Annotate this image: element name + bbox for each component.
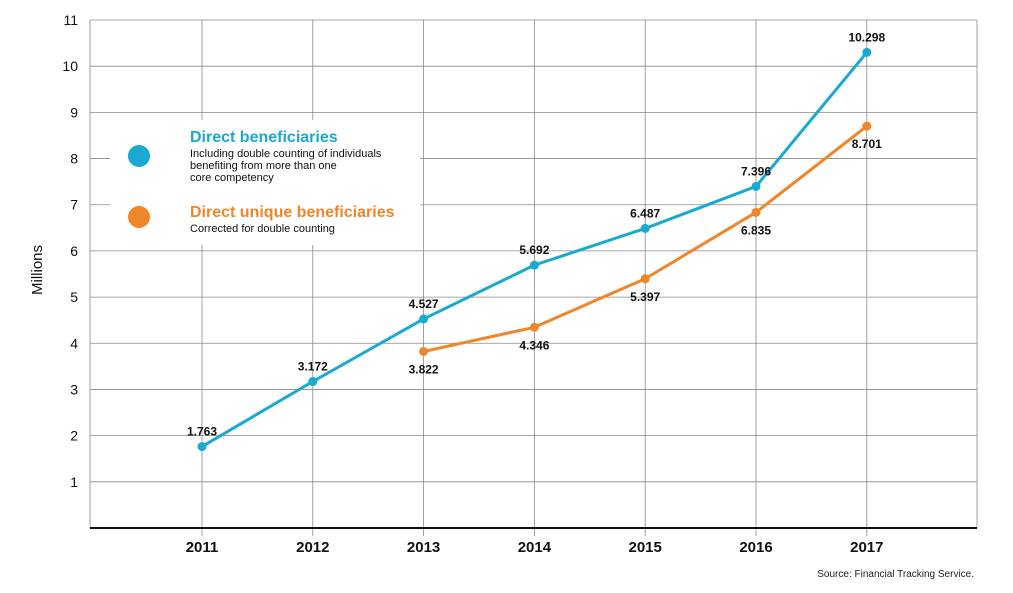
data-label: 5.692 bbox=[519, 243, 549, 257]
data-point bbox=[640, 274, 650, 284]
x-tick-label: 2017 bbox=[850, 539, 883, 556]
data-labels: 1.763 3.172 4.527 5.692 6.487 7.396 10.298 3.82… bbox=[187, 30, 885, 438]
y-tick-label: 7 bbox=[70, 197, 78, 213]
y-tick-label: 9 bbox=[70, 104, 78, 120]
data-label: 4.346 bbox=[519, 338, 549, 352]
data-point bbox=[751, 181, 761, 191]
y-tick-label: 1 bbox=[70, 474, 78, 490]
axes: 1 2 3 4 5 6 7 8 9 10 11 2011 2012 2013 2014 2015 2016 201… bbox=[62, 12, 977, 556]
data-label: 8.701 bbox=[852, 137, 882, 151]
data-label: 6.835 bbox=[741, 223, 771, 237]
data-point bbox=[308, 377, 318, 387]
legend-description: Corrected for double counting bbox=[190, 223, 335, 235]
data-point bbox=[419, 314, 429, 324]
data-point bbox=[529, 322, 539, 332]
data-point bbox=[419, 346, 429, 356]
data-point bbox=[862, 47, 872, 57]
y-tick-label: 11 bbox=[63, 12, 78, 28]
legend-description: core competency bbox=[190, 172, 274, 184]
x-tick-label: 2011 bbox=[186, 539, 219, 556]
source-note: Source: Financial Tracking Service. bbox=[817, 569, 974, 580]
legend-background bbox=[110, 120, 420, 245]
data-point bbox=[197, 442, 207, 452]
data-point bbox=[529, 260, 539, 270]
x-tick-label: 2015 bbox=[629, 539, 662, 556]
data-label: 3.172 bbox=[298, 360, 328, 374]
y-tick-label: 3 bbox=[70, 381, 78, 397]
x-tick-label: 2016 bbox=[739, 539, 772, 556]
y-tick-label: 5 bbox=[70, 289, 78, 305]
data-point bbox=[640, 223, 650, 233]
x-tick-label: 2013 bbox=[407, 539, 440, 556]
data-label: 1.763 bbox=[187, 425, 217, 439]
data-label: 4.527 bbox=[409, 297, 439, 311]
y-tick-label: 2 bbox=[70, 428, 78, 444]
legend: Direct beneficiaries Including double cou… bbox=[110, 120, 420, 245]
data-label: 7.396 bbox=[741, 164, 771, 178]
x-tick-label: 2012 bbox=[296, 539, 329, 556]
y-tick-label: 8 bbox=[70, 151, 78, 167]
legend-marker-1 bbox=[128, 145, 150, 167]
data-label: 3.822 bbox=[409, 362, 439, 376]
grid bbox=[89, 19, 978, 536]
legend-marker-2 bbox=[128, 206, 150, 228]
y-tick-label: 4 bbox=[70, 335, 78, 351]
data-point bbox=[862, 121, 872, 131]
x-tick-label: 2014 bbox=[518, 539, 552, 556]
legend-description: benefiting from more than one bbox=[190, 160, 337, 172]
data-label: 5.397 bbox=[630, 290, 660, 304]
series bbox=[197, 47, 872, 452]
y-axis-label: Millions bbox=[29, 245, 46, 295]
legend-title-2: Direct unique beneficiaries bbox=[190, 204, 395, 221]
data-label: 10.298 bbox=[848, 30, 885, 44]
legend-description: Including double counting of individuals bbox=[190, 148, 382, 160]
data-label: 6.487 bbox=[630, 206, 660, 220]
legend-title-1: Direct beneficiaries bbox=[190, 129, 338, 146]
y-tick-label: 6 bbox=[70, 243, 78, 259]
y-tick-label: 10 bbox=[62, 58, 78, 74]
data-point bbox=[751, 207, 761, 217]
